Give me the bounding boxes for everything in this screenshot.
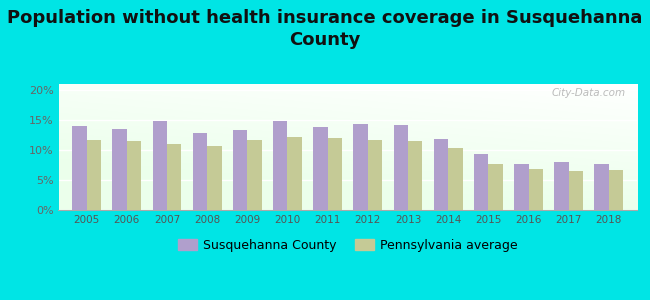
Bar: [167, 144, 181, 210]
Bar: [192, 133, 207, 210]
Bar: [328, 138, 342, 210]
Bar: [569, 171, 583, 210]
Bar: [474, 154, 488, 210]
Bar: [528, 169, 543, 210]
Bar: [153, 121, 167, 210]
Bar: [247, 140, 262, 210]
Bar: [127, 141, 141, 210]
Bar: [313, 127, 328, 210]
Text: Population without health insurance coverage in Susquehanna
County: Population without health insurance cove…: [7, 9, 643, 49]
Bar: [594, 164, 609, 210]
Bar: [273, 121, 287, 210]
Bar: [112, 129, 127, 210]
Bar: [488, 164, 503, 210]
Bar: [408, 141, 422, 210]
Bar: [354, 124, 368, 210]
Bar: [368, 140, 382, 210]
Legend: Susquehanna County, Pennsylvania average: Susquehanna County, Pennsylvania average: [173, 234, 523, 257]
Bar: [72, 126, 86, 210]
Bar: [287, 137, 302, 210]
Bar: [233, 130, 247, 210]
Bar: [448, 148, 463, 210]
Text: City-Data.com: City-Data.com: [551, 88, 625, 98]
Bar: [393, 125, 408, 210]
Bar: [86, 140, 101, 210]
Bar: [609, 170, 623, 210]
Bar: [514, 164, 528, 210]
Bar: [434, 139, 448, 210]
Bar: [207, 146, 222, 210]
Bar: [554, 162, 569, 210]
